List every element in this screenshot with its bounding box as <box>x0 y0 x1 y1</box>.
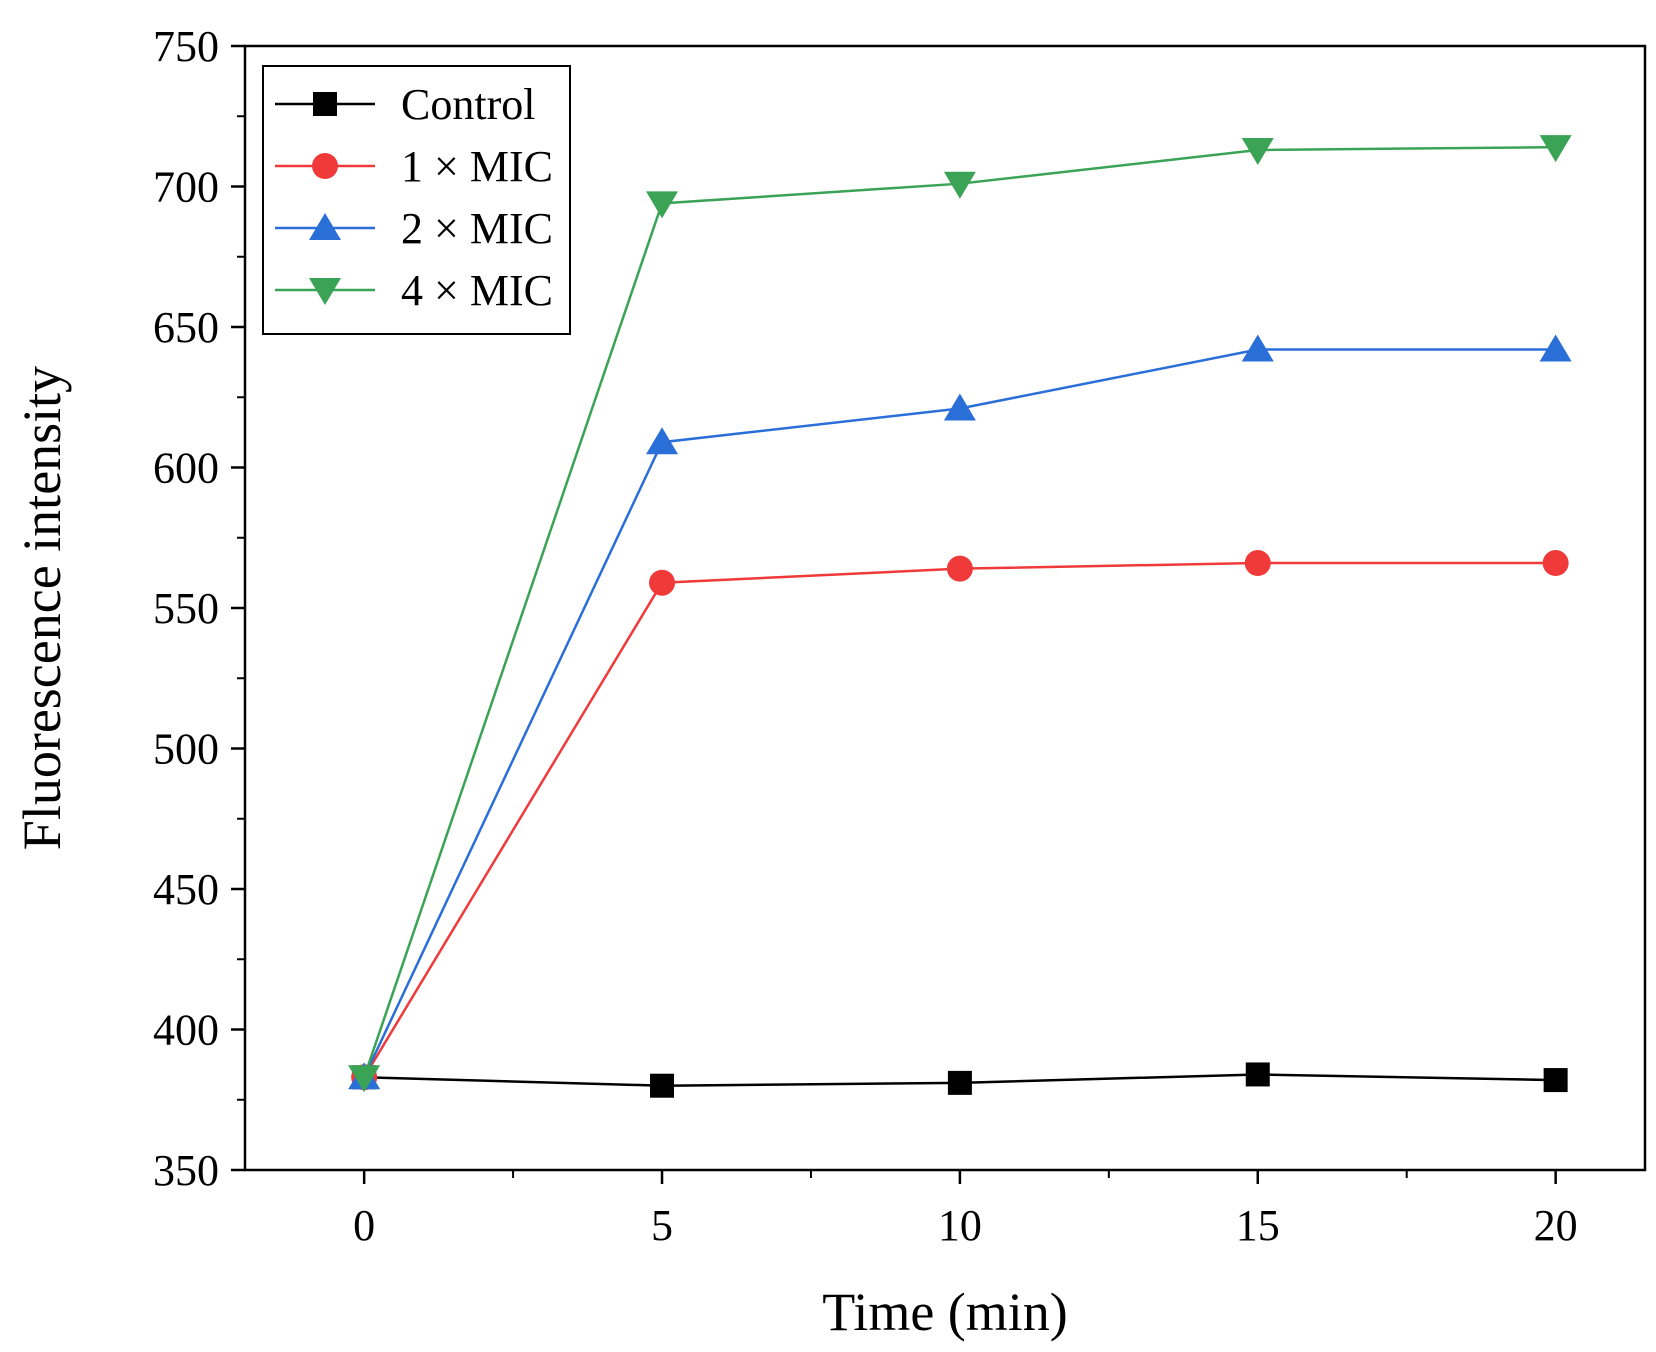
legend-marker <box>312 153 338 179</box>
legend-label: 2 × MIC <box>401 204 553 253</box>
legend-item: Control <box>275 80 535 129</box>
series-line <box>363 348 1556 1078</box>
legend-marker <box>309 278 341 305</box>
y-tick-label: 600 <box>153 444 219 493</box>
chart-axes: 350 400 450 500 550 600 650 700 750 0 5 10 15 20 <box>153 22 1647 1250</box>
y-tick-label: 650 <box>153 303 219 352</box>
y-tick-label: 500 <box>153 725 219 774</box>
series-control <box>352 1062 1568 1098</box>
x-tick-label: 10 <box>938 1201 982 1250</box>
y-axis-title: Fluorescence intensity <box>12 366 72 850</box>
legend-label: Control <box>401 80 535 129</box>
legend-label: 1 × MIC <box>401 142 553 191</box>
series-2-mic <box>348 334 1572 1090</box>
y-tick-label: 750 <box>153 22 219 71</box>
chart-series <box>348 135 1572 1098</box>
series-1-mic <box>351 550 1569 1091</box>
data-point <box>1244 550 1271 577</box>
legend-item: 2 × MIC <box>275 204 553 253</box>
x-tick-label: 5 <box>651 1201 673 1250</box>
legend-item: 4 × MIC <box>275 266 553 315</box>
data-point <box>1539 334 1572 362</box>
data-point <box>1539 135 1572 163</box>
legend-label: 4 × MIC <box>401 266 553 315</box>
data-point <box>943 171 976 199</box>
data-point <box>943 393 976 421</box>
data-point <box>1542 550 1569 577</box>
legend-marker <box>313 92 337 116</box>
series-4-mic <box>348 135 1572 1093</box>
x-tick-label: 20 <box>1534 1201 1578 1250</box>
y-tick-label: 450 <box>153 865 219 914</box>
data-point <box>1543 1068 1568 1093</box>
x-tick-label: 0 <box>353 1201 375 1250</box>
y-tick-label: 550 <box>153 584 219 633</box>
legend-item: 1 × MIC <box>275 142 553 191</box>
data-point <box>1241 334 1274 362</box>
x-axis-title: Time (min) <box>822 1282 1068 1342</box>
data-point <box>649 569 676 596</box>
data-point <box>348 1065 381 1093</box>
data-point <box>1245 1062 1270 1087</box>
y-tick-label: 400 <box>153 1006 219 1055</box>
data-point <box>650 1073 675 1098</box>
series-line <box>363 561 1556 1078</box>
data-point <box>1241 137 1274 165</box>
data-point <box>646 427 679 455</box>
x-tick-label: 15 <box>1236 1201 1280 1250</box>
y-tick-label: 350 <box>153 1146 219 1195</box>
chart-legend: Control 1 × MIC 2 × MIC 4 × MIC <box>262 65 571 335</box>
legend-marker <box>309 213 341 240</box>
data-point <box>946 555 973 582</box>
data-point <box>646 191 679 219</box>
data-point <box>947 1070 972 1095</box>
y-tick-label: 700 <box>153 163 219 212</box>
